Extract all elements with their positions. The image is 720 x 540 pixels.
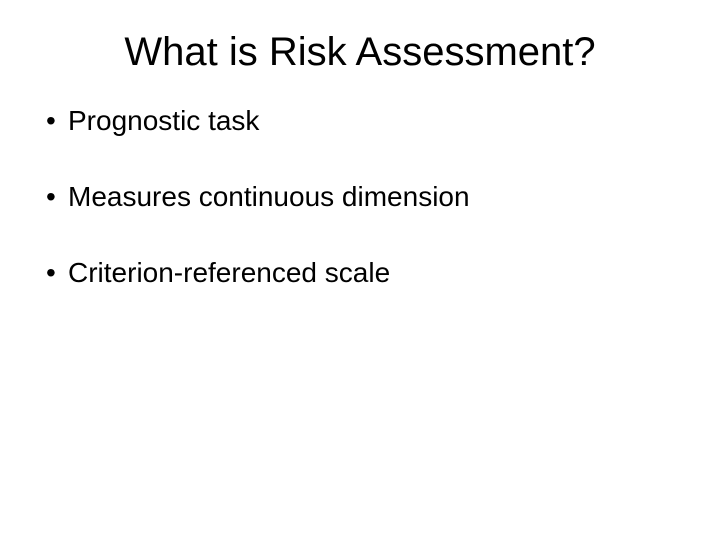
- bullet-list: Prognostic task Measures continuous dime…: [40, 105, 680, 333]
- bullet-item: Measures continuous dimension: [40, 181, 680, 213]
- bullet-item: Prognostic task: [40, 105, 680, 137]
- bullet-item: Criterion-referenced scale: [40, 257, 680, 289]
- slide: What is Risk Assessment? Prognostic task…: [0, 0, 720, 540]
- slide-title: What is Risk Assessment?: [40, 30, 680, 75]
